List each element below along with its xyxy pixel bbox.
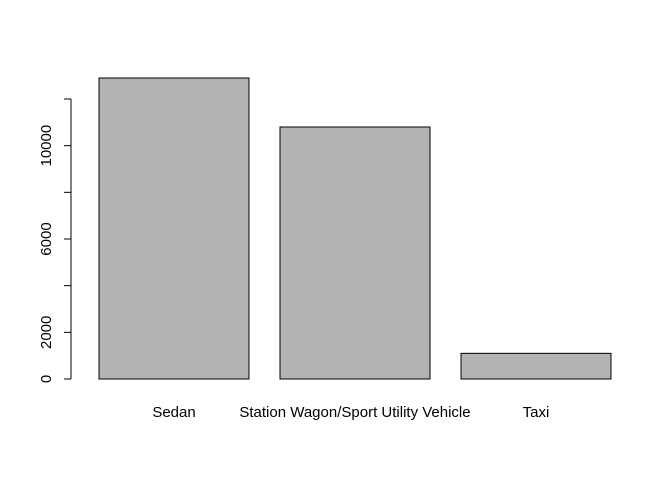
- y-tick-label: 6000: [38, 222, 55, 255]
- bar-sedan: [98, 77, 250, 380]
- y-tick-label: 10000: [38, 125, 55, 167]
- bar-station-wagon-sport-utility-vehicle: [279, 126, 431, 380]
- category-label: Station Wagon/Sport Utility Vehicle: [239, 404, 470, 421]
- y-tick-label: 2000: [38, 316, 55, 349]
- y-axis: 0 2000 6000 10000: [38, 98, 72, 383]
- bars: [98, 77, 612, 380]
- category-label: Taxi: [523, 404, 550, 421]
- y-tick-label: 0: [38, 375, 55, 383]
- category-labels: Sedan Station Wagon/Sport Utility Vehicle…: [152, 404, 549, 421]
- category-label: Sedan: [152, 404, 195, 421]
- bar-taxi: [460, 352, 612, 380]
